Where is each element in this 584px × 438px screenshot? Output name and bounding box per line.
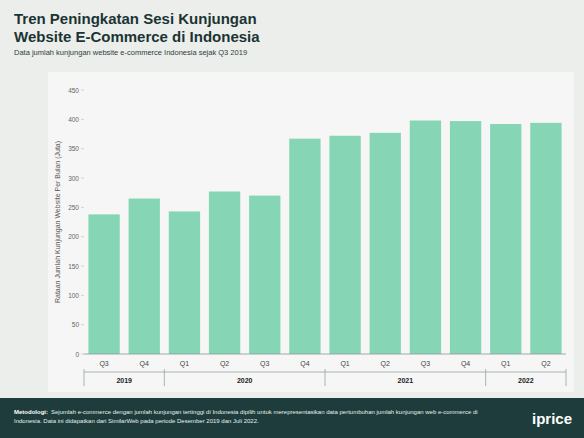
y-tick-label: 450 <box>68 87 79 94</box>
y-tick-label: 300 <box>68 175 79 182</box>
y-tick <box>81 266 84 267</box>
y-tick <box>81 207 84 208</box>
subtitle: Data jumlah kunjungan website e-commerce… <box>14 48 247 57</box>
y-tick-label: 150 <box>68 263 79 270</box>
text-line: Tren Peningkatan Sesi Kunjungan <box>14 10 257 27</box>
y-tick-label: 0 <box>75 351 79 358</box>
y-tick <box>81 324 84 325</box>
bar <box>329 136 360 354</box>
x-tick-label: Q4 <box>140 360 149 368</box>
y-tick-label: 50 <box>72 321 80 328</box>
bar <box>490 124 521 354</box>
chart: Tren Peningkatan Sesi KunjunganWebsite E… <box>0 0 584 438</box>
bars <box>88 121 561 354</box>
bar <box>370 133 401 354</box>
bar <box>249 196 280 354</box>
x-tick-label: Q3 <box>260 360 269 368</box>
x-tick-label: Q3 <box>99 360 108 368</box>
group-divider <box>485 369 486 386</box>
group-divider <box>325 369 326 386</box>
text-line: Website E-Commerce di Indonesia <box>14 28 260 45</box>
x-tick-label: Q2 <box>541 360 550 368</box>
background <box>0 0 584 438</box>
title: Tren Peningkatan Sesi KunjunganWebsite E… <box>14 10 260 45</box>
footer <box>0 398 584 438</box>
note: Sejumlah e-commerce dengan jumlah kunjun… <box>14 409 478 424</box>
bar <box>289 139 320 354</box>
bar <box>530 123 561 354</box>
y-tick-label: 250 <box>68 204 79 211</box>
x-tick-label: Q3 <box>421 360 430 368</box>
y-tick <box>81 295 84 296</box>
text-line: Sejumlah e-commerce dengan jumlah kunjun… <box>51 409 478 415</box>
bar <box>209 191 240 354</box>
group-divider <box>566 369 567 386</box>
bar <box>129 199 160 354</box>
group-label: 2020 <box>237 377 253 384</box>
x-axis <box>84 354 566 355</box>
y-tick <box>81 236 84 237</box>
group-divider <box>84 369 85 386</box>
x-tick-label: Q4 <box>461 360 470 368</box>
bar <box>169 211 200 354</box>
y-tick-label: 100 <box>68 292 79 299</box>
y-tick <box>81 148 84 149</box>
group-label: 2022 <box>518 377 534 384</box>
group-label: 2019 <box>116 377 132 384</box>
brand: iprice <box>532 410 572 427</box>
y-tick-label: 350 <box>68 145 79 152</box>
bar <box>450 121 481 354</box>
y-tick <box>81 178 84 179</box>
bar <box>410 121 441 354</box>
plot-panel <box>48 72 574 392</box>
group-label: 2021 <box>398 377 414 384</box>
y-tick <box>81 354 84 355</box>
x-tick-label: Q1 <box>340 360 349 368</box>
x-tick-label: Q1 <box>180 360 189 368</box>
y-tick-label: 400 <box>68 116 79 123</box>
x-tick-label: Q1 <box>501 360 510 368</box>
x-tick-label: Q2 <box>220 360 229 368</box>
group-divider <box>164 369 165 386</box>
y-tick-label: 200 <box>68 233 79 240</box>
x-tick-label: Q2 <box>381 360 390 368</box>
y-axis-title: Rataan Jumlah Kunjungan Website Per Bula… <box>54 141 62 303</box>
x-tick-label: Q4 <box>300 360 309 368</box>
y-tick <box>81 90 84 91</box>
bar <box>88 214 119 354</box>
y-tick <box>81 119 84 120</box>
text-line: Indonesia. Data ini didapatkan dari Simi… <box>14 418 259 424</box>
note-label: Metodologi: <box>14 409 48 415</box>
